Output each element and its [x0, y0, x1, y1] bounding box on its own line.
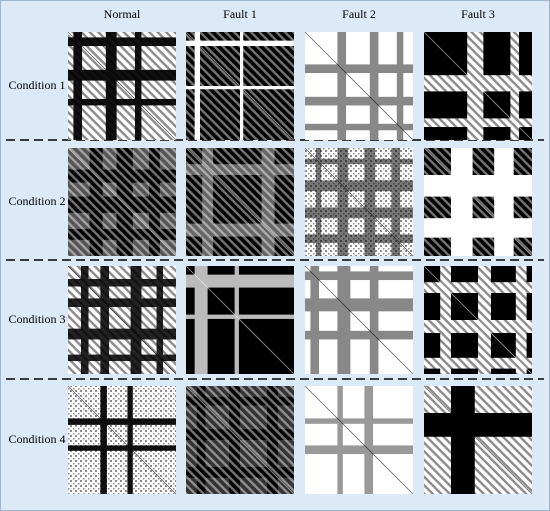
plot-band: [305, 298, 413, 312]
recurrence-plot: [185, 147, 295, 257]
recurrence-plot: [67, 265, 177, 375]
plot-band: [305, 445, 413, 455]
plot-diagonal: [185, 31, 295, 141]
recurrence-plot: [185, 385, 295, 495]
plot-band: [186, 274, 294, 288]
recurrence-plot: [185, 31, 295, 141]
column-header: Fault 2: [342, 7, 376, 21]
plot-band: [234, 266, 239, 374]
plot-diagonal: [67, 147, 177, 257]
row-label: Condition 2: [8, 194, 65, 208]
plot-diagonal: [304, 265, 414, 375]
plot-diagonal: [423, 265, 533, 375]
plot-band: [305, 271, 413, 281]
plot-band: [369, 32, 379, 140]
plot-diagonal: [423, 385, 533, 495]
column-header: Fault 1: [223, 7, 257, 21]
row-label: Condition 1: [8, 78, 65, 92]
plot-band: [305, 123, 413, 131]
plot-band: [194, 266, 208, 374]
row-label: Condition 4: [8, 432, 65, 446]
recurrence-plot: [67, 385, 177, 495]
recurrence-plot: [423, 31, 533, 141]
plot-diagonal: [67, 385, 177, 495]
plot-diagonal: [423, 31, 533, 141]
plot-band: [305, 418, 413, 424]
column-header: Normal: [104, 7, 141, 21]
plot-band: [310, 266, 320, 374]
plot-band: [186, 314, 294, 319]
plot-band: [305, 96, 413, 106]
plot-diagonal: [304, 31, 414, 141]
recurrence-plot: [185, 265, 295, 375]
plot-band: [305, 330, 413, 340]
plot-band: [369, 266, 379, 374]
row-label: Condition 3: [8, 312, 65, 326]
recurrence-plot: [423, 385, 533, 495]
plot-diagonal: [423, 147, 533, 257]
plot-diagonal: [304, 385, 414, 495]
plot-diagonal: [304, 147, 414, 257]
plot-diagonal: [185, 385, 295, 495]
recurrence-plot: [304, 265, 414, 375]
plot-band: [337, 386, 343, 494]
recurrence-plot: [304, 385, 414, 495]
plot-diagonal: [185, 265, 295, 375]
plot-band: [305, 64, 413, 74]
plot-band: [337, 32, 347, 140]
recurrence-plot: [304, 147, 414, 257]
plot-band: [337, 266, 351, 374]
plot-diagonal: [185, 147, 295, 257]
recurrence-plot: [423, 265, 533, 375]
plot-diagonal: [67, 31, 177, 141]
recurrence-plot: [423, 147, 533, 257]
plot-band: [396, 32, 404, 140]
plot-diagonal: [67, 265, 177, 375]
recurrence-plot: [67, 31, 177, 141]
recurrence-plot: [67, 147, 177, 257]
recurrence-plot: [304, 31, 414, 141]
plot-band: [364, 386, 374, 494]
column-header: Fault 3: [461, 7, 495, 21]
